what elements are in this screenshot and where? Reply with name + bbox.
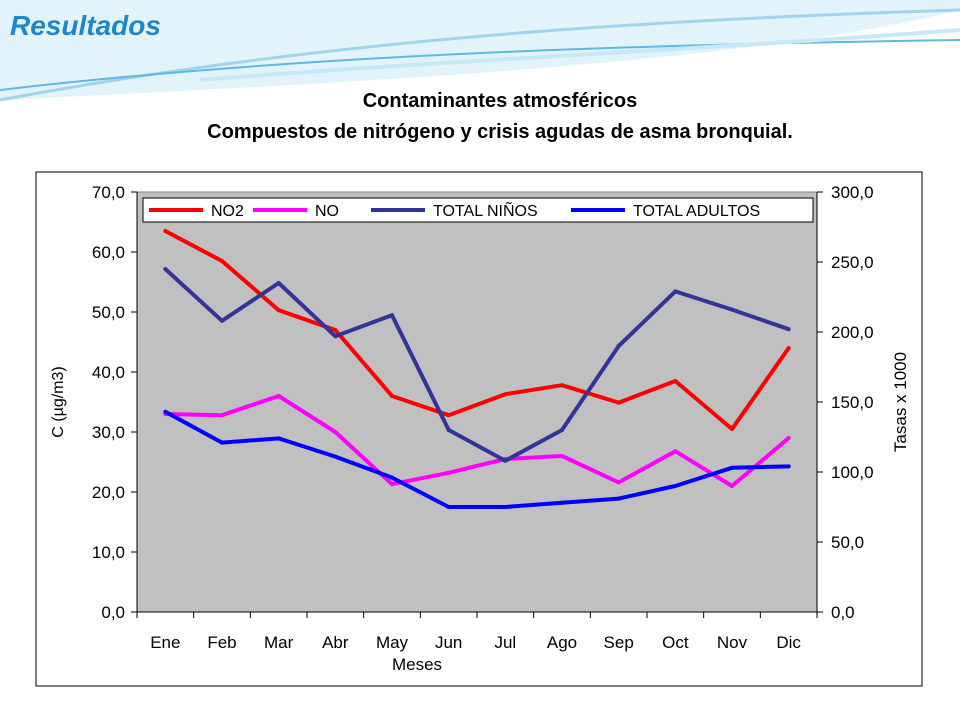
y2-tick-label: 250,0	[831, 253, 874, 272]
legend-label: NO	[315, 203, 339, 220]
y-tick-label: 0,0	[101, 603, 125, 622]
y-tick-label: 70,0	[92, 183, 125, 202]
data-point	[616, 400, 621, 405]
x-tick-label: Jul	[494, 633, 516, 652]
data-point	[730, 465, 734, 470]
data-point	[730, 427, 734, 431]
data-point	[730, 307, 734, 312]
data-point	[786, 464, 791, 469]
x-tick-label: Dic	[776, 633, 801, 652]
x-tick-label: Abr	[322, 633, 349, 652]
data-point	[503, 458, 508, 463]
y2-tick-label: 100,0	[831, 463, 874, 482]
data-point	[276, 394, 281, 398]
data-point	[560, 454, 564, 458]
y2-tick-label: 50,0	[831, 533, 864, 552]
data-point	[560, 500, 564, 505]
data-point	[673, 484, 678, 488]
series-line	[164, 229, 791, 431]
x-tick-label: Nov	[717, 633, 748, 652]
data-point	[616, 496, 621, 501]
data-point	[560, 383, 564, 388]
y-tick-label: 30,0	[92, 423, 125, 442]
data-point	[673, 449, 678, 454]
data-point	[333, 328, 338, 332]
chart-heading-line2: Compuestos de nitrógeno y crisis agudas …	[207, 121, 793, 143]
data-point	[390, 475, 394, 480]
data-point	[446, 505, 451, 509]
data-point	[560, 428, 564, 432]
data-point	[276, 308, 281, 313]
data-point	[390, 394, 394, 398]
y-tick-label: 10,0	[92, 543, 125, 562]
data-point	[616, 480, 621, 485]
header-swoosh-decoration	[0, 0, 960, 102]
x-tick-label: Feb	[207, 633, 236, 652]
data-point	[786, 327, 791, 332]
y-tick-label: 50,0	[92, 303, 125, 322]
data-point	[220, 413, 224, 418]
x-tick-label: Jun	[435, 633, 462, 652]
legend-label: NO2	[211, 203, 244, 220]
data-point	[220, 440, 224, 445]
data-point	[276, 281, 281, 285]
y2-tick-label: 200,0	[831, 323, 874, 342]
y2-tick-label: 150,0	[831, 393, 874, 412]
y2-tick-label: 0,0	[831, 603, 855, 622]
y-tick-label: 60,0	[92, 243, 125, 262]
data-point	[220, 318, 224, 323]
y2-axis-label: Tasas x 1000	[891, 352, 910, 452]
series-line	[165, 394, 790, 488]
data-point	[786, 436, 791, 440]
series-line	[164, 410, 789, 509]
series-line	[163, 267, 790, 463]
data-point	[446, 413, 451, 418]
x-tick-label: Ago	[547, 633, 577, 652]
data-point	[786, 346, 791, 350]
data-point	[673, 289, 678, 294]
y2-tick-label: 300,0	[831, 183, 874, 202]
data-point	[276, 436, 281, 441]
data-point	[333, 454, 338, 459]
x-tick-label: Ene	[150, 633, 180, 652]
data-point	[333, 334, 338, 339]
x-axis-label: Meses	[392, 655, 442, 674]
data-point	[390, 482, 394, 487]
data-point	[220, 259, 224, 263]
data-point	[163, 229, 168, 233]
data-point	[163, 267, 168, 271]
y-tick-label: 40,0	[92, 363, 125, 382]
x-tick-label: Mar	[264, 633, 294, 652]
x-tick-label: Oct	[662, 633, 689, 652]
data-point	[333, 430, 338, 434]
data-point	[446, 470, 451, 475]
legend-label: TOTAL NIÑOS	[433, 200, 538, 220]
data-point	[503, 392, 508, 397]
data-point	[163, 409, 168, 414]
slide-title: Resultados	[10, 10, 161, 41]
data-point	[503, 505, 508, 509]
x-tick-label: May	[376, 633, 409, 652]
data-point	[730, 484, 734, 488]
x-tick-label: Sep	[604, 633, 634, 652]
data-point	[446, 428, 451, 432]
y-tick-label: 20,0	[92, 483, 125, 502]
y-axis-label: C (µg/m3)	[50, 366, 67, 437]
legend-label: TOTAL ADULTOS	[633, 203, 760, 220]
data-point	[673, 379, 678, 383]
plot-area	[136, 191, 818, 613]
chart-heading-line1: Contaminantes atmosféricos	[362, 90, 638, 112]
data-point	[616, 344, 621, 348]
data-point	[390, 313, 394, 318]
